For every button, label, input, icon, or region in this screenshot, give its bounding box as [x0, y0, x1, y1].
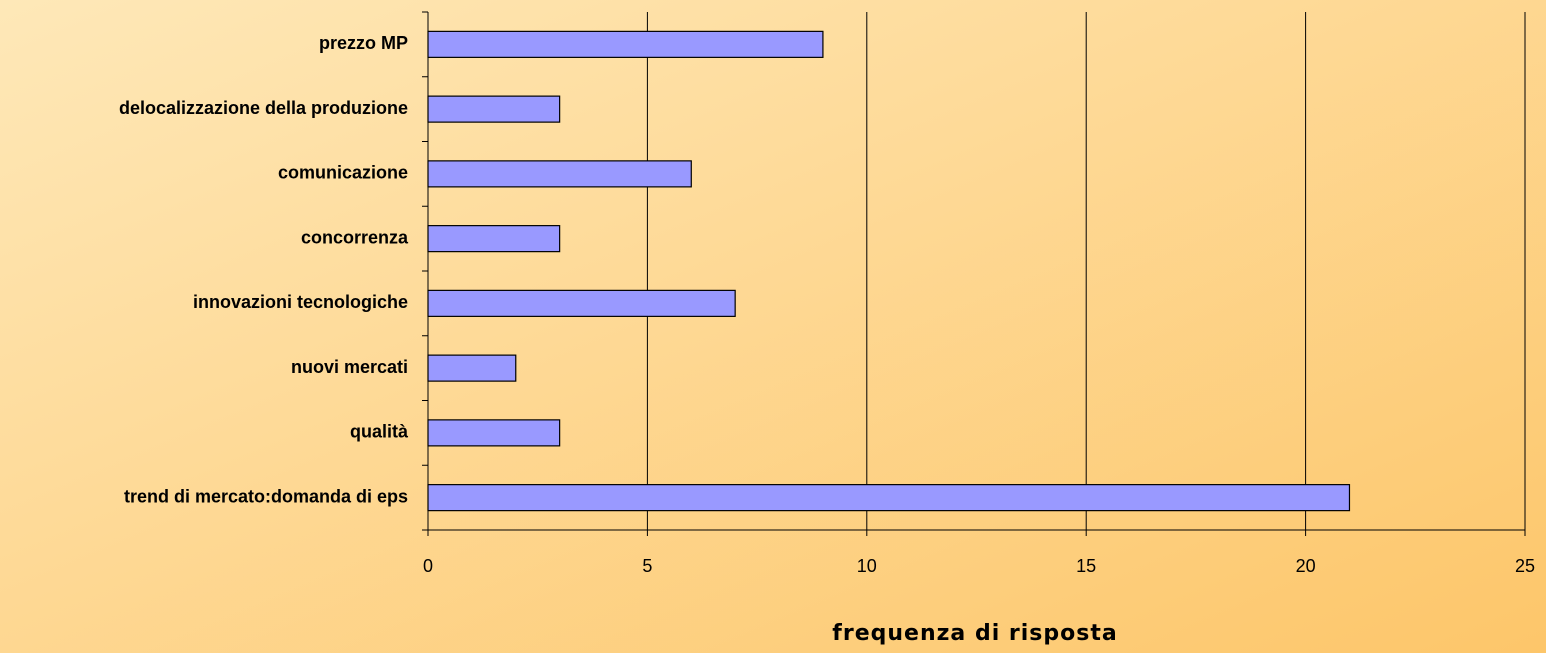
bar — [427, 484, 1351, 512]
bar — [427, 95, 561, 123]
x-tick-label: 10 — [857, 556, 877, 576]
x-tick-label: 0 — [423, 556, 433, 576]
y-tick-label: comunicazione — [278, 163, 408, 183]
bar — [427, 419, 561, 447]
x-axis-title: frequenza di risposta — [832, 621, 1117, 646]
y-tick-label: trend di mercato:domanda di eps — [124, 486, 408, 506]
y-tick-label: delocalizzazione della produzione — [119, 98, 408, 118]
bar — [427, 30, 824, 58]
x-tick-label: 15 — [1076, 556, 1096, 576]
x-tick-label: 25 — [1515, 556, 1535, 576]
x-tick-label: 5 — [642, 556, 652, 576]
bar — [427, 160, 692, 188]
y-tick-label: nuovi mercati — [291, 357, 408, 377]
bar — [427, 225, 561, 253]
y-tick-label: qualità — [350, 422, 409, 442]
bar — [427, 289, 736, 317]
y-tick-label: innovazioni tecnologiche — [193, 292, 408, 312]
x-tick-label: 20 — [1296, 556, 1316, 576]
y-tick-label: prezzo MP — [319, 33, 408, 53]
bar — [427, 354, 517, 382]
y-tick-label: concorrenza — [301, 227, 409, 247]
